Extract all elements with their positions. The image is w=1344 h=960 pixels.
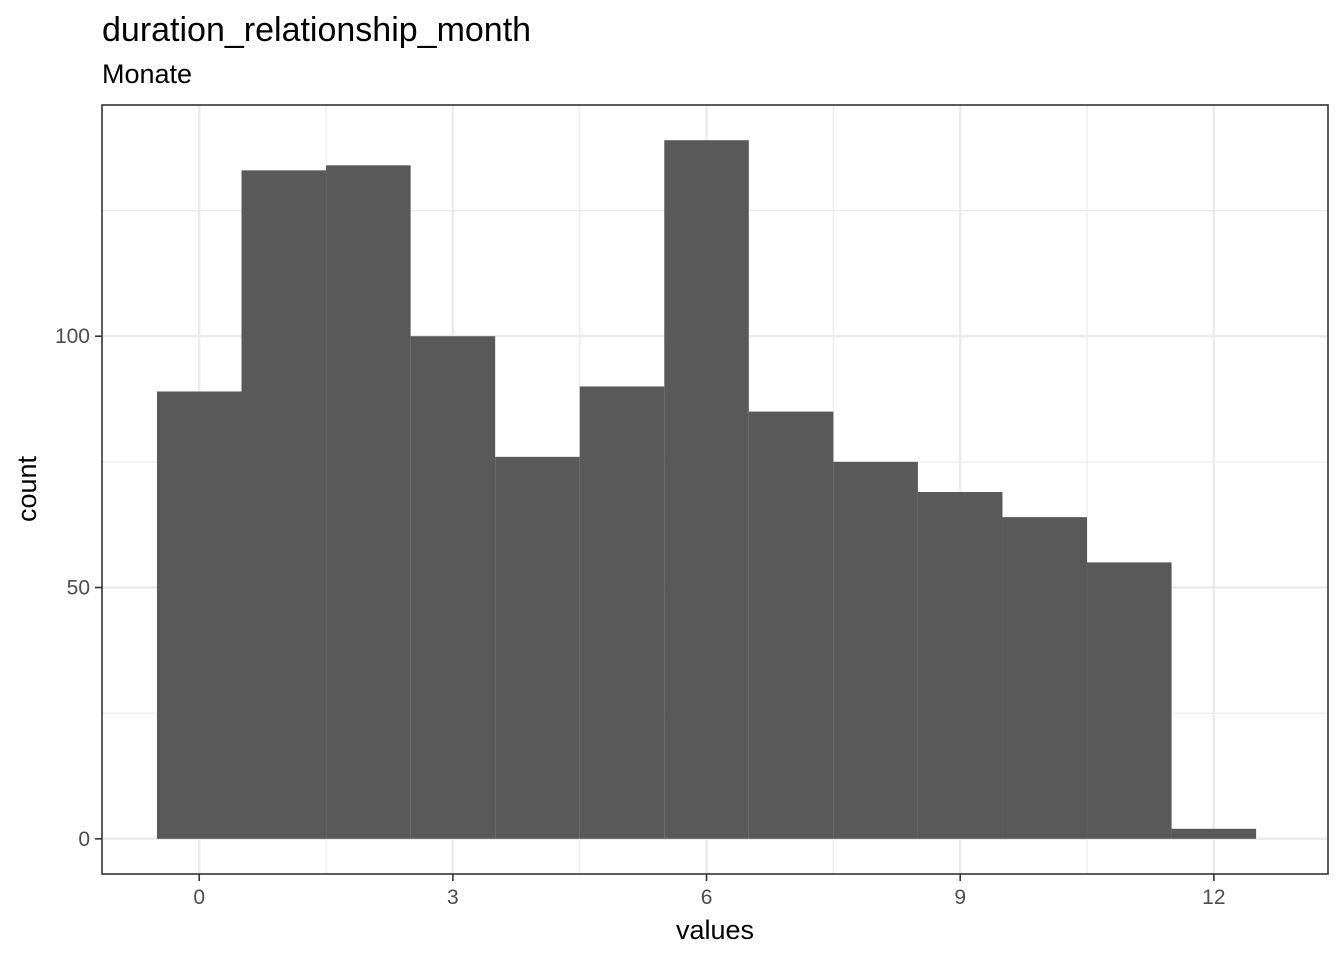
histogram-bar — [1002, 517, 1088, 839]
chart-title: duration_relationship_month — [102, 11, 531, 49]
x-tick-label: 12 — [1202, 886, 1225, 909]
y-tick-label: 50 — [67, 577, 90, 600]
histogram-bar — [241, 170, 327, 839]
y-tick-label: 100 — [55, 325, 90, 348]
x-tick-label: 0 — [193, 886, 205, 909]
x-axis: 0 3 6 9 12 — [193, 874, 1226, 909]
y-axis-title: count — [12, 455, 42, 522]
x-axis-title: values — [676, 915, 754, 945]
histogram-bar — [1171, 828, 1257, 839]
histogram-bar — [833, 461, 918, 839]
panel-border — [101, 104, 1329, 875]
histogram-bar — [579, 386, 665, 839]
y-axis: 0 50 100 — [55, 325, 102, 851]
histogram-bar — [917, 492, 1003, 839]
histogram-bar — [326, 165, 411, 839]
histogram-bar — [156, 391, 242, 839]
histogram-bar — [1087, 562, 1172, 839]
histogram-bar — [748, 411, 834, 839]
histogram-bar — [495, 456, 580, 839]
chart-subtitle: Monate — [102, 59, 192, 89]
histogram-bars — [156, 140, 1257, 839]
x-tick-label: 9 — [954, 886, 966, 909]
y-tick-label: 0 — [78, 828, 90, 851]
histogram-bar — [664, 140, 749, 839]
x-tick-label: 3 — [447, 886, 459, 909]
x-tick-label: 6 — [701, 886, 713, 909]
histogram-bar — [410, 336, 496, 839]
